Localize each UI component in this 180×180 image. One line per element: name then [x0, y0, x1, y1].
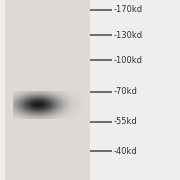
- Text: -55kd: -55kd: [113, 117, 137, 126]
- Text: -40kd: -40kd: [113, 147, 137, 156]
- Text: -70kd: -70kd: [113, 87, 137, 96]
- Text: -130kd: -130kd: [113, 31, 143, 40]
- Text: -170kd: -170kd: [113, 5, 143, 14]
- Text: -100kd: -100kd: [113, 56, 142, 65]
- Bar: [5, 0, 90, 180]
